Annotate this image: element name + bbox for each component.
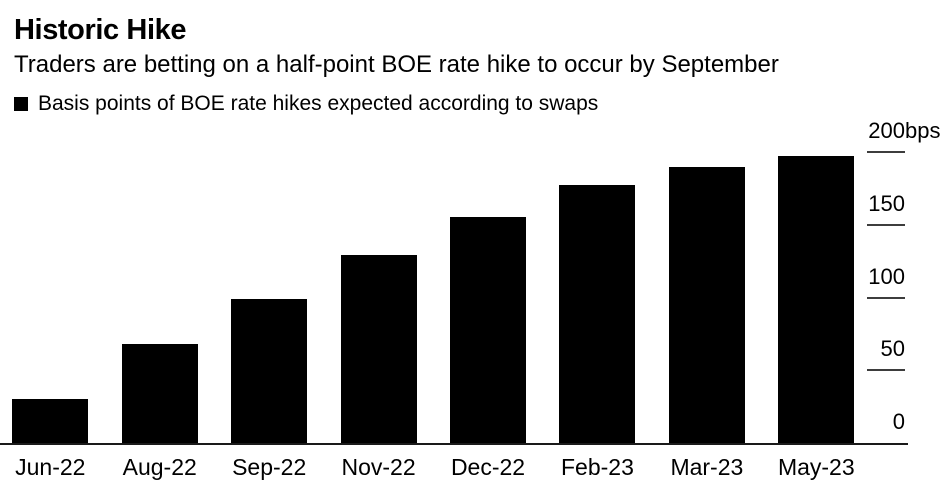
y-axis-label-value: 0 [892,409,905,434]
bar [778,156,855,443]
y-axis-tick [867,151,905,153]
x-axis-label: Aug-22 [122,454,197,480]
bar [450,217,527,443]
x-axis-line [0,443,908,445]
y-axis-label: 0 [893,409,905,435]
legend-swatch-icon [14,97,28,111]
bar [559,185,636,443]
y-axis-tick [867,296,905,299]
y-axis-unit-suffix: bps [905,118,941,143]
bar [12,399,89,443]
legend-label: Basis points of BOE rate hikes expected … [38,92,599,115]
y-axis-label: 200 bps [868,118,940,144]
bar [340,255,417,443]
x-axis-label: Feb-23 [561,454,634,480]
y-axis-label: 150 [868,191,905,217]
bar [231,298,308,443]
y-axis-label: 100 [868,264,905,290]
y-axis-label-value: 150 [868,190,905,216]
chart-subtitle: Traders are betting on a half-point BOE … [14,51,779,78]
y-axis-tick [867,369,905,372]
y-axis-label-value: 50 [880,336,905,362]
x-axis-label: Mar-23 [670,454,744,480]
y-axis-tick [867,223,905,226]
bar [121,344,198,443]
legend: Basis points of BOE rate hikes expected … [14,92,599,115]
y-axis-label: 50 [881,336,905,362]
bar [668,166,745,443]
x-axis-label: Sep-22 [232,454,307,480]
x-axis-label: Dec-22 [450,454,526,480]
y-axis-label-value: 200 [868,118,905,143]
x-axis-label: May-23 [777,454,855,480]
y-axis-label-value: 100 [868,263,905,289]
x-axis-label: Jun-22 [15,454,86,480]
chart-title: Historic Hike [14,14,187,46]
x-axis-label: Nov-22 [341,454,416,480]
